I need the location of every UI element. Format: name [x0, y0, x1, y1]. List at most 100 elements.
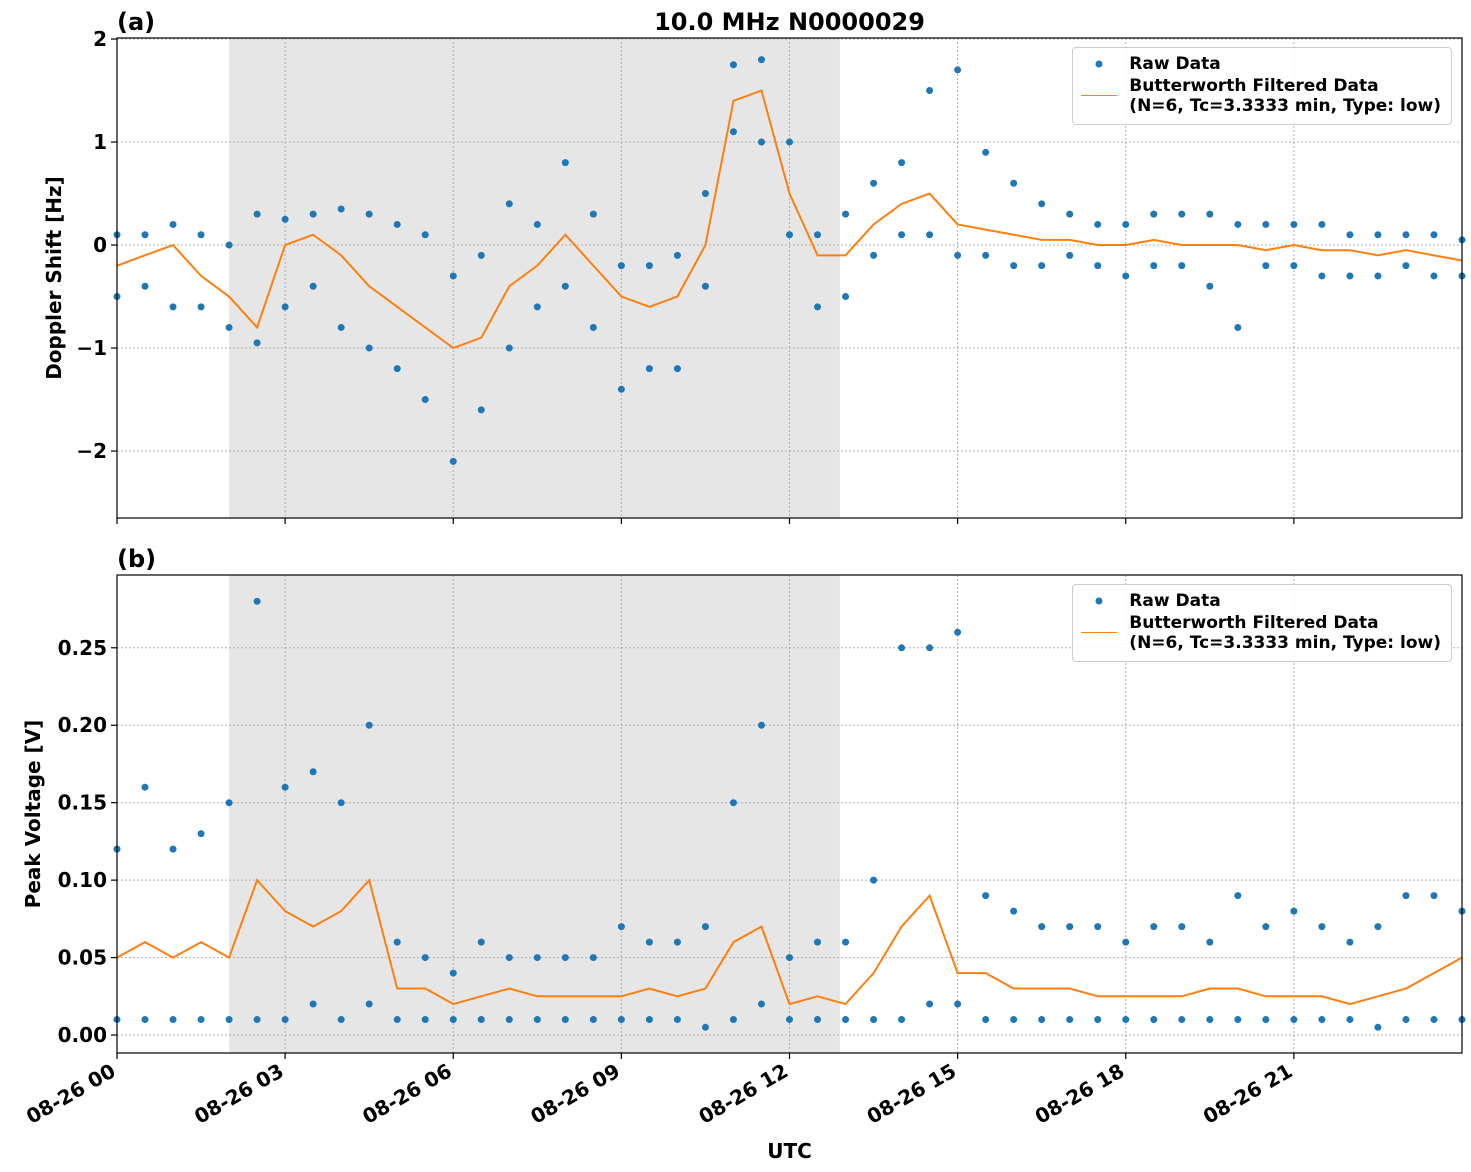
raw-point — [1178, 923, 1186, 931]
x-tick-label: 08-26 21 — [1199, 1059, 1297, 1129]
raw-point — [729, 61, 737, 69]
raw-point — [1290, 907, 1298, 915]
panel-label: (b) — [117, 545, 156, 573]
y-tick-label: 1 — [93, 130, 107, 154]
raw-point — [617, 923, 625, 931]
raw-point — [225, 241, 233, 249]
raw-point — [253, 597, 261, 605]
raw-point — [141, 231, 149, 239]
raw-point — [870, 1016, 878, 1024]
raw-point — [1122, 1016, 1130, 1024]
raw-point — [1234, 220, 1242, 228]
y-tick-label: 2 — [93, 27, 107, 51]
raw-point — [954, 66, 962, 74]
raw-point — [1122, 220, 1130, 228]
legend-marker — [1095, 597, 1103, 605]
y-tick-label: −1 — [76, 336, 107, 360]
raw-point — [365, 210, 373, 218]
raw-point — [477, 938, 485, 946]
raw-point — [1178, 1016, 1186, 1024]
raw-point — [393, 220, 401, 228]
raw-point — [1374, 1023, 1382, 1031]
raw-point — [1094, 220, 1102, 228]
raw-point — [954, 251, 962, 259]
raw-point — [1402, 262, 1410, 270]
raw-point — [505, 200, 513, 208]
raw-point — [1094, 1016, 1102, 1024]
raw-point — [421, 1016, 429, 1024]
raw-point — [1374, 272, 1382, 280]
filtered-line — [116, 878, 1463, 1006]
raw-point — [842, 1016, 850, 1024]
raw-point — [1346, 231, 1354, 239]
y-tick-label: 0 — [93, 233, 107, 257]
raw-point — [1010, 262, 1018, 270]
raw-point — [645, 365, 653, 373]
legend-entry: Butterworth Filtered Data (N=6, Tc=3.333… — [1079, 76, 1441, 116]
raw-point — [337, 323, 345, 331]
raw-point — [421, 954, 429, 962]
raw-point — [253, 339, 261, 347]
raw-point — [1038, 1016, 1046, 1024]
raw-point — [1374, 923, 1382, 931]
raw-point — [1038, 200, 1046, 208]
legend-label: Butterworth Filtered Data (N=6, Tc=3.333… — [1129, 613, 1441, 653]
x-axis-label: UTC — [767, 1139, 812, 1163]
legend-marker — [1081, 95, 1118, 96]
raw-point — [786, 954, 793, 962]
raw-point — [1094, 923, 1102, 931]
raw-point — [1290, 220, 1298, 228]
raw-point — [393, 365, 401, 373]
raw-point — [281, 303, 289, 311]
raw-point — [141, 282, 149, 290]
raw-point — [589, 323, 597, 331]
raw-point — [393, 938, 401, 946]
raw-point — [169, 1016, 177, 1024]
x-tick-label: 08-26 09 — [526, 1059, 624, 1129]
raw-point — [337, 1016, 345, 1024]
raw-point — [561, 159, 569, 167]
raw-point — [421, 231, 429, 239]
legend-entry: Butterworth Filtered Data (N=6, Tc=3.333… — [1079, 613, 1441, 653]
raw-point — [1374, 231, 1382, 239]
raw-point — [926, 644, 934, 652]
raw-point — [1122, 272, 1130, 280]
raw-point — [225, 1016, 233, 1024]
raw-point — [533, 1016, 541, 1024]
raw-point — [1262, 923, 1270, 931]
raw-point — [1206, 1016, 1214, 1024]
raw-point — [1010, 179, 1018, 187]
y-axis-label: Doppler Shift [Hz] — [42, 176, 66, 380]
raw-point — [701, 190, 709, 198]
raw-point — [1122, 938, 1130, 946]
legend: Raw Data Butterworth Filtered Data (N=6, … — [1072, 584, 1452, 662]
raw-point — [786, 1016, 793, 1024]
y-axis-label: Peak Voltage [V] — [21, 720, 45, 909]
raw-point — [898, 159, 906, 167]
raw-point — [645, 938, 653, 946]
raw-point — [1066, 210, 1074, 218]
raw-point — [253, 210, 261, 218]
legend-marker — [1081, 632, 1118, 633]
raw-point — [842, 210, 850, 218]
raw-point — [870, 179, 878, 187]
raw-point — [1318, 923, 1326, 931]
raw-point — [982, 892, 990, 900]
raw-point — [393, 1016, 401, 1024]
legend-dot — [1095, 597, 1103, 605]
raw-point — [617, 385, 625, 393]
legend: Raw Data Butterworth Filtered Data (N=6, … — [1072, 47, 1452, 125]
raw-point — [673, 365, 681, 373]
raw-point — [1430, 231, 1438, 239]
legend-entry: Raw Data — [1079, 591, 1441, 611]
raw-point — [982, 251, 990, 259]
y-tick-label: 0.00 — [58, 1023, 107, 1047]
raw-point — [477, 1016, 485, 1024]
filtered-line — [116, 89, 1463, 350]
raw-point — [701, 282, 709, 290]
raw-point — [1318, 1016, 1326, 1024]
raw-point — [449, 1016, 457, 1024]
panel-label: (a) — [117, 8, 155, 36]
raw-point — [337, 799, 345, 807]
raw-point — [1150, 210, 1158, 218]
